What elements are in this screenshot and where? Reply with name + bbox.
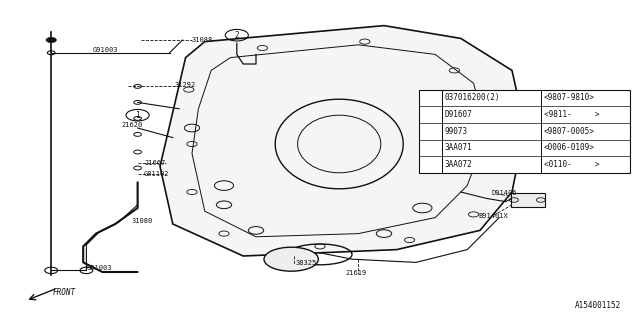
- Text: FRONT: FRONT: [52, 288, 76, 297]
- PathPatch shape: [160, 26, 525, 256]
- Text: 1: 1: [428, 95, 433, 101]
- FancyBboxPatch shape: [511, 193, 545, 207]
- Text: G01102: G01102: [144, 172, 170, 177]
- Text: D91406: D91406: [492, 190, 517, 196]
- Text: 38325: 38325: [296, 260, 317, 266]
- Text: G91003: G91003: [93, 47, 118, 52]
- Text: 31292: 31292: [174, 82, 195, 88]
- Text: A154001152: A154001152: [575, 301, 621, 310]
- Text: 037016200(2): 037016200(2): [445, 93, 500, 102]
- Text: 21619: 21619: [346, 270, 367, 276]
- Text: <9807-0005>: <9807-0005>: [544, 127, 595, 136]
- Ellipse shape: [264, 247, 319, 271]
- Circle shape: [46, 37, 56, 43]
- Text: 3AA071: 3AA071: [445, 143, 472, 152]
- Text: D91607: D91607: [445, 110, 472, 119]
- Text: <9811-     >: <9811- >: [544, 110, 600, 119]
- Text: <0110-     >: <0110- >: [544, 160, 600, 169]
- Text: <9807-9810>: <9807-9810>: [544, 93, 595, 102]
- Text: 31080: 31080: [131, 218, 152, 224]
- Text: 31088: 31088: [192, 37, 213, 43]
- Text: B91401X: B91401X: [479, 213, 508, 219]
- Text: <0006-0109>: <0006-0109>: [544, 143, 595, 152]
- Text: 99073: 99073: [445, 127, 468, 136]
- Text: 21620: 21620: [122, 123, 143, 128]
- Text: 21667: 21667: [144, 160, 165, 166]
- Text: G91003: G91003: [86, 265, 112, 271]
- FancyBboxPatch shape: [419, 90, 630, 173]
- Text: 3AA072: 3AA072: [445, 160, 472, 169]
- Text: 2: 2: [234, 31, 239, 40]
- Text: 1: 1: [135, 111, 140, 120]
- Text: 2: 2: [428, 145, 433, 151]
